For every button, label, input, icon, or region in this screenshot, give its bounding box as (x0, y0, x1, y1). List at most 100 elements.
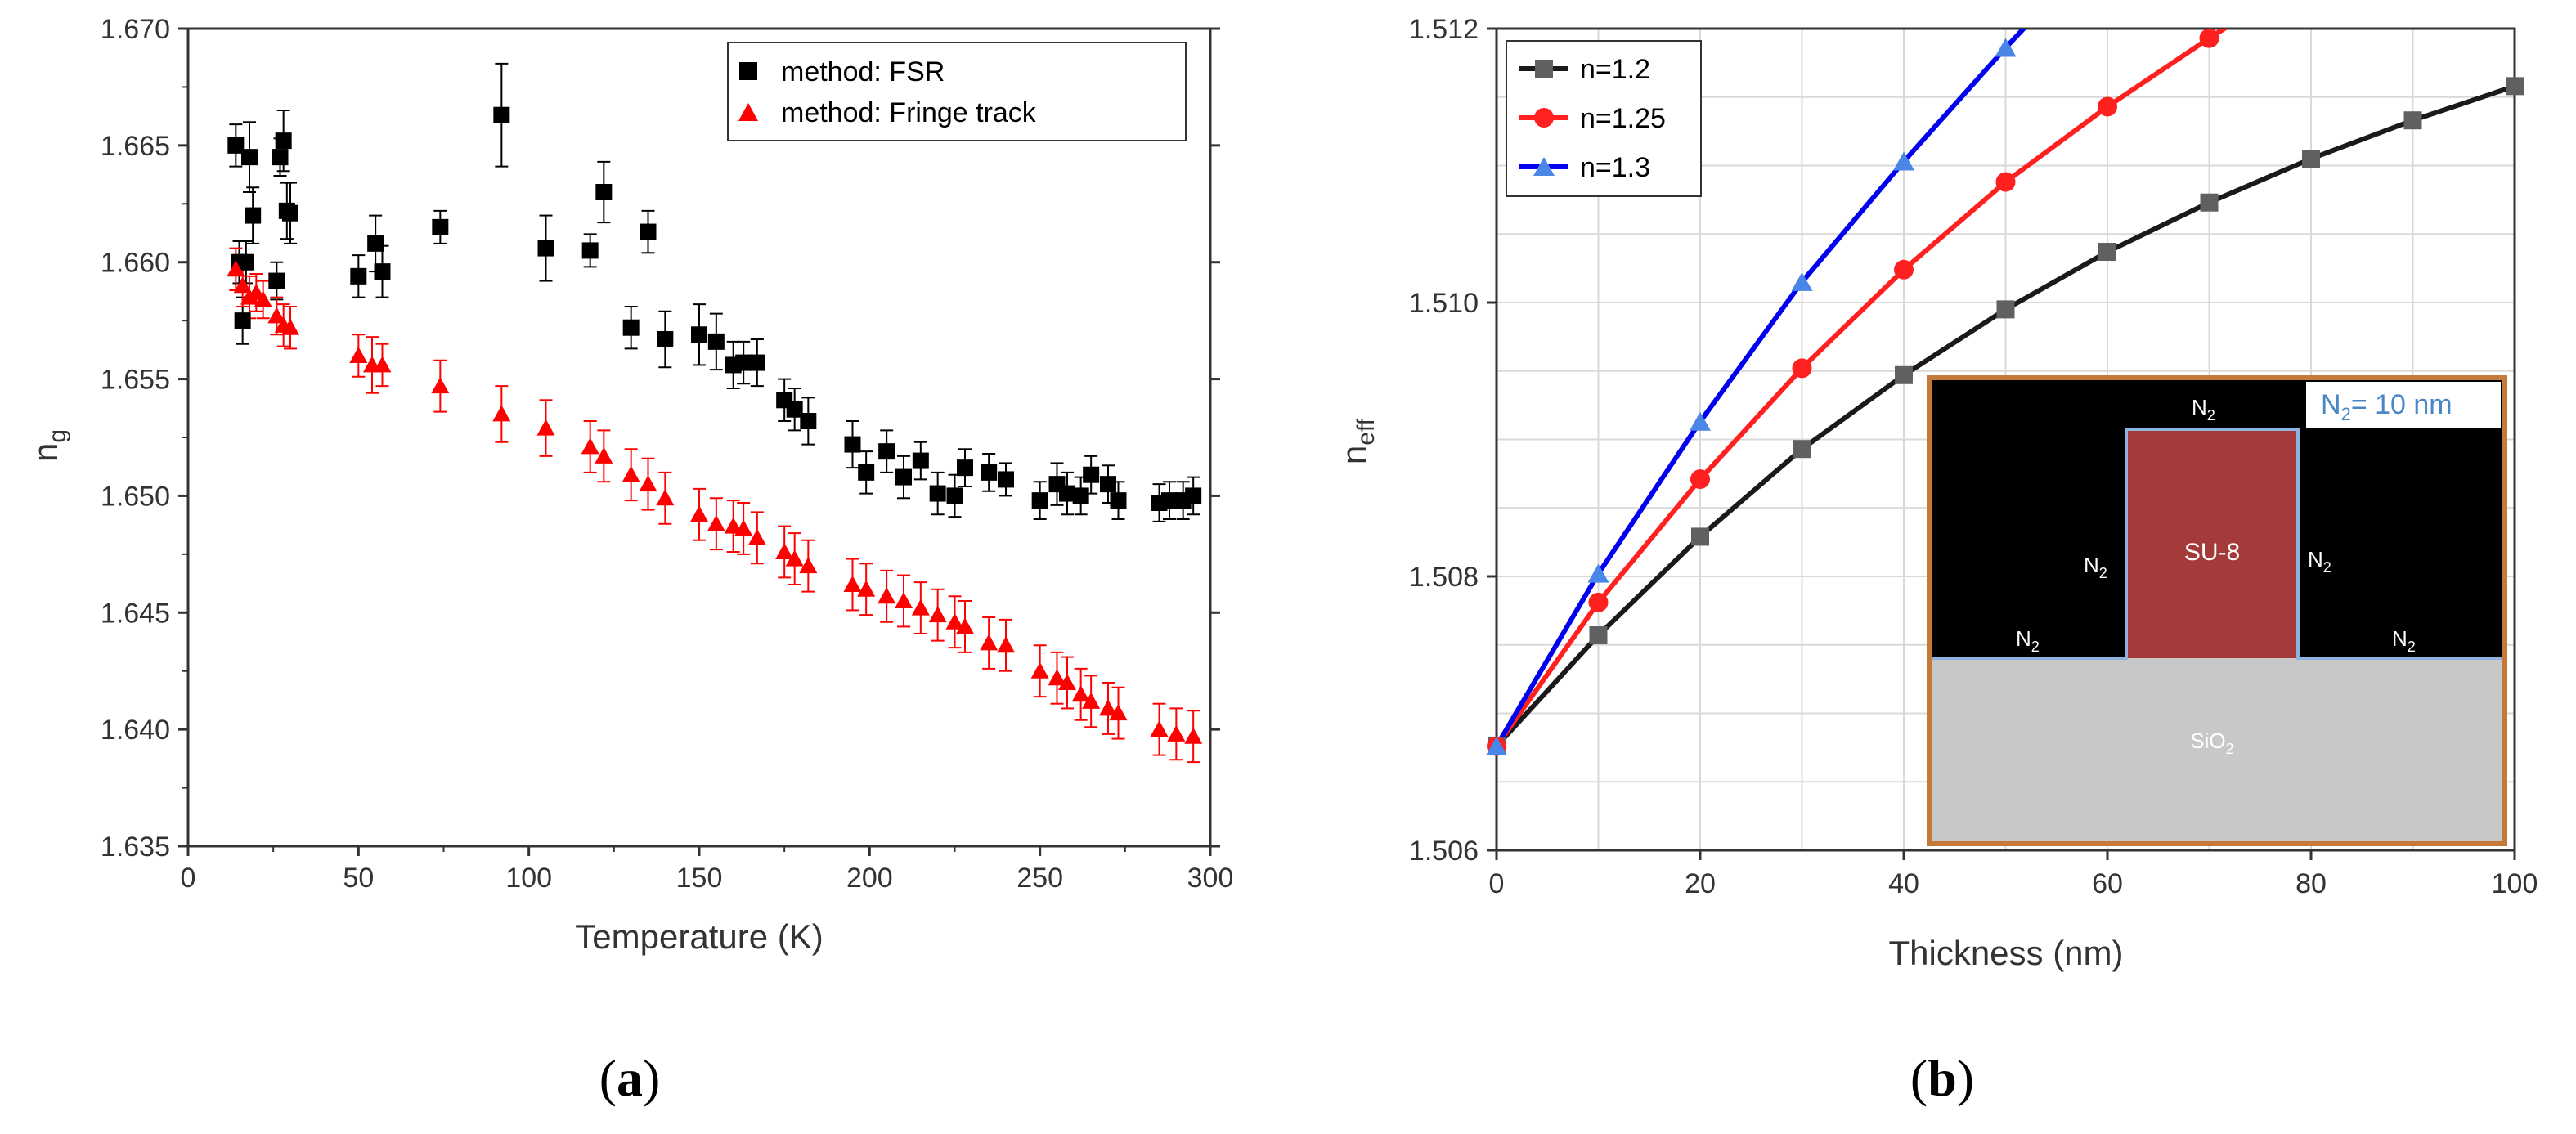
axis-ticks-a: 0 50 100 150 200 250 300 1.635 1.640 1.645 1.650 1.… (101, 14, 1233, 894)
point-n13 (1486, 736, 1507, 755)
legend-b: n=1.2 n=1.25 n=1.3 (1506, 40, 1702, 197)
point-fsr (895, 468, 912, 486)
point-fringe-track (267, 307, 286, 324)
point-n12 (2302, 150, 2320, 168)
point-n125 (2098, 96, 2117, 117)
point-fringe-track (581, 437, 599, 455)
point-fringe-track (595, 446, 613, 464)
point-fsr (800, 413, 817, 429)
point-n125 (1690, 469, 1710, 490)
point-fsr (640, 223, 657, 240)
legend-box-a (727, 42, 1187, 141)
point-fringe-track (227, 260, 245, 277)
point-fringe-track (956, 617, 974, 634)
point-n12 (2200, 193, 2219, 212)
legend-marker-n13 (1533, 157, 1555, 176)
legend-marker-n12 (1535, 60, 1553, 78)
point-fringe-track (980, 634, 999, 651)
x-tick-label-b: 100 (2492, 868, 2538, 899)
point-fsr (237, 253, 254, 271)
point-fsr (374, 263, 391, 280)
point-fsr (735, 354, 752, 371)
point-n13 (1690, 411, 1711, 431)
y-tick-label-b: 1.510 (1409, 288, 1479, 319)
point-fringe-track (799, 557, 818, 574)
point-fsr (234, 312, 251, 329)
x-axis-title-b: Thickness (nm) (1888, 934, 2123, 972)
panel-a: 0 50 100 150 200 250 300 1.635 1.640 1.645 1.650 1.… (26, 14, 1233, 1107)
legend-label-fsr: method: FSR (781, 56, 945, 87)
legend-marker-n125 (1534, 108, 1554, 128)
point-fringe-track (492, 405, 511, 422)
point-fringe-track (857, 580, 876, 597)
point-fsr (1185, 487, 1202, 504)
point-fringe-track (997, 636, 1015, 653)
point-fsr (1031, 492, 1048, 509)
point-fsr (946, 487, 963, 504)
point-fsr (691, 326, 707, 343)
y-tick-label-a: 1.665 (101, 131, 170, 162)
y-tick-label-b: 1.512 (1409, 14, 1479, 45)
point-fringe-track (734, 519, 753, 536)
point-fringe-track (254, 290, 272, 307)
point-fsr (1059, 485, 1075, 502)
plot-frame-a (186, 27, 1212, 848)
point-n12 (2506, 77, 2524, 96)
point-n12 (1691, 527, 1709, 546)
point-fsr (1110, 492, 1127, 509)
legend-a: method: FSR method: Fringe track (727, 42, 1187, 141)
y-tick-label-a: 1.650 (101, 481, 170, 512)
inset-title: N2= 10 nm (2321, 389, 2453, 424)
x-tick-label-b: 20 (1685, 868, 1716, 899)
x-axis-title-a: Temperature (K) (575, 917, 823, 956)
point-fsr (581, 242, 599, 259)
point-fringe-track (1099, 699, 1117, 716)
inset-n2-label-bottom-left: N2 (2016, 626, 2040, 655)
point-fsr (493, 106, 510, 123)
x-tick-label-b: 0 (1489, 868, 1505, 899)
point-fringe-track (656, 489, 675, 506)
point-fsr (858, 464, 875, 481)
y-tick-label-a: 1.655 (101, 365, 170, 396)
point-n125 (1588, 592, 1609, 612)
inset-n2-label-right: N2 (2308, 547, 2331, 576)
point-fringe-track (622, 465, 640, 482)
axis-ticks-b: 0 20 40 60 80 100 1.506 1.508 1.510 1.512 (1409, 14, 2538, 899)
point-fsr (1083, 466, 1100, 483)
point-n13 (1995, 38, 2017, 57)
point-fringe-track (536, 419, 555, 436)
point-fringe-track (1109, 704, 1128, 721)
point-fsr (282, 204, 298, 222)
point-fringe-track (373, 356, 392, 373)
point-fringe-track (785, 549, 804, 567)
point-n125 (1894, 259, 1914, 280)
point-fsr (227, 137, 245, 154)
point-n12 (1996, 300, 2015, 319)
plot-frame-b (1495, 27, 2516, 852)
point-fsr (981, 464, 998, 481)
point-fringe-track (707, 514, 725, 531)
point-fringe-track (911, 598, 930, 616)
point-fsr (957, 459, 973, 477)
point-n125 (2199, 28, 2219, 48)
x-tick-label-a: 100 (505, 863, 552, 894)
legend-label-n12: n=1.2 (1580, 54, 1650, 85)
legend-marker-fsr (739, 62, 757, 80)
legend-label-fringe: method: Fringe track (781, 97, 1037, 128)
panel-b: 0 20 40 60 80 100 1.506 1.508 1.510 1.512 N2= 10 … (1335, 14, 2538, 1107)
point-fsr (657, 331, 674, 347)
point-fringe-track (690, 505, 708, 522)
panel-label-b: (b) (1910, 1049, 1974, 1107)
x-tick-label-a: 150 (676, 863, 723, 894)
y-axis-title-a: ng (26, 429, 71, 462)
point-fsr (1100, 476, 1116, 493)
point-fsr (912, 452, 929, 469)
point-fringe-track (639, 475, 657, 492)
y-tick-label-b: 1.506 (1409, 836, 1479, 867)
point-fringe-track (1071, 685, 1090, 702)
y-tick-label-a: 1.635 (101, 831, 170, 863)
x-tick-label-b: 80 (2296, 868, 2327, 899)
inset-n2-label-bottom-right: N2 (2392, 626, 2416, 655)
point-fringe-track (895, 592, 913, 608)
point-n12 (1793, 440, 1811, 459)
